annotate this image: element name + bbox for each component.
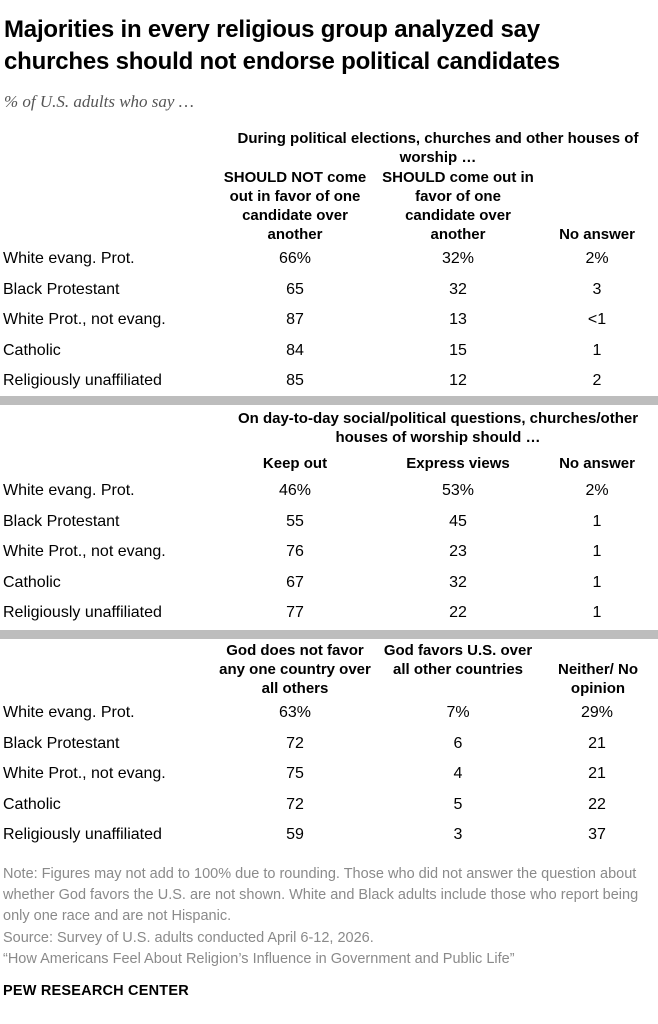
section-3-col-2-header: God favors U.S. over all other countries (383, 642, 533, 678)
row-label: White evang. Prot. (3, 482, 135, 499)
table-row: Religiously unaffiliated 59 3 37 (0, 820, 658, 850)
section-2-col-3-header: No answer (559, 455, 635, 472)
table-row: White Prot., not evang. 75 4 21 (0, 759, 658, 789)
row-label: Black Protestant (3, 280, 120, 298)
table-cell: 63% (278, 704, 312, 721)
table-cell: 72 (286, 795, 304, 813)
section-2-col-2-header: Express views (406, 455, 510, 472)
brand-logo-text: PEW RESEARCH CENTER (3, 983, 189, 999)
table-cell: <1 (587, 311, 607, 328)
table-row: Catholic 84 15 1 (0, 336, 658, 366)
table-cell: 23 (449, 543, 467, 560)
row-label: White Prot., not evang. (3, 311, 166, 328)
source-text: Source: Survey of U.S. adults conducted … (3, 930, 374, 946)
table-cell: 85 (286, 372, 304, 389)
section-2-col-1-header: Keep out (262, 455, 328, 472)
section-1-header: During political elections, churches and… (237, 130, 639, 166)
table-cell: 22 (449, 604, 467, 621)
chart-subtitle: % of U.S. adults who say … (4, 92, 194, 111)
report-title-text: “How Americans Feel About Religion’s Inf… (3, 951, 515, 967)
table-cell: 1 (592, 512, 602, 530)
table-cell: 7% (446, 704, 470, 721)
table-cell: 77 (286, 604, 304, 621)
table-cell: 12 (449, 372, 467, 389)
table-cell: 67 (286, 573, 304, 591)
row-label: Catholic (3, 795, 61, 813)
row-label: White Prot., not evang. (3, 765, 166, 782)
row-label: White evang. Prot. (3, 704, 135, 721)
table-cell: 2% (585, 482, 609, 499)
table-cell: 65 (286, 280, 304, 298)
table-cell: 15 (449, 341, 467, 359)
table-cell: 87 (286, 311, 304, 328)
table-cell: 3 (592, 280, 602, 298)
table-cell: 55 (286, 512, 304, 530)
section-1-col-2-header: SHOULD come out in favor of one candidat… (382, 169, 534, 243)
table-cell: 3 (453, 826, 463, 843)
table-cell: 32% (441, 250, 475, 267)
section-1-col-3-header: No answer (559, 226, 635, 243)
table-cell: 75 (286, 765, 304, 782)
table-row: Religiously unaffiliated 85 12 2 (0, 366, 658, 396)
table-row: Religiously unaffiliated 77 22 1 (0, 598, 658, 628)
row-label: Catholic (3, 341, 61, 359)
table-cell: 1 (592, 341, 602, 359)
table-cell: 22 (588, 795, 606, 813)
table-cell: 2% (585, 250, 609, 267)
row-label: Religiously unaffiliated (3, 604, 162, 621)
table-row: Catholic 72 5 22 (0, 790, 658, 820)
row-label: Black Protestant (3, 512, 120, 530)
table-cell: 32 (449, 280, 467, 298)
row-label: White evang. Prot. (3, 250, 135, 267)
row-label: Religiously unaffiliated (3, 826, 162, 843)
table-cell: 46% (278, 482, 312, 499)
table-cell: 72 (286, 734, 304, 752)
table-cell: 29% (580, 704, 614, 721)
section-2-header: On day-to-day social/political questions… (237, 410, 639, 446)
section-3-col-1-header: God does not favor any one country over … (219, 642, 371, 697)
table-cell: 76 (286, 543, 304, 560)
table-row: Black Protestant 65 32 3 (0, 275, 658, 305)
note-text: Note: Figures may not add to 100% due to… (3, 866, 639, 924)
table-cell: 4 (453, 765, 463, 782)
table-row: Black Protestant 55 45 1 (0, 507, 658, 537)
row-label: White Prot., not evang. (3, 543, 166, 560)
table-row: White Prot., not evang. 87 13 <1 (0, 305, 658, 335)
section-divider (0, 396, 658, 405)
table-cell: 53% (441, 482, 475, 499)
table-cell: 6 (453, 734, 463, 752)
chart-title: Majorities in every religious group anal… (4, 16, 560, 75)
table-cell: 84 (286, 341, 304, 359)
table-cell: 2 (592, 372, 602, 389)
table-row: White evang. Prot. 63% 7% 29% (0, 698, 658, 728)
section-1-col-1-header: SHOULD NOT come out in favor of one cand… (223, 169, 367, 243)
table-cell: 1 (592, 543, 602, 560)
section-3-col-3-header: Neither/ No opinion (557, 661, 638, 697)
table-cell: 45 (449, 512, 467, 530)
row-label: Catholic (3, 573, 61, 591)
table-cell: 13 (449, 311, 467, 328)
row-label: Religiously unaffiliated (3, 372, 162, 389)
table-cell: 21 (588, 765, 606, 782)
table-cell: 32 (449, 573, 467, 591)
table-cell: 37 (588, 826, 606, 843)
table-cell: 1 (592, 604, 602, 621)
section-divider (0, 630, 658, 639)
table-row: Black Protestant 72 6 21 (0, 729, 658, 759)
table-cell: 59 (286, 826, 304, 843)
table-cell: 1 (592, 573, 602, 591)
row-label: Black Protestant (3, 734, 120, 752)
table-cell: 21 (588, 734, 606, 752)
table-row: White Prot., not evang. 76 23 1 (0, 537, 658, 567)
table-row: White evang. Prot. 46% 53% 2% (0, 476, 658, 506)
table-row: White evang. Prot. 66% 32% 2% (0, 244, 658, 274)
table-row: Catholic 67 32 1 (0, 568, 658, 598)
table-cell: 5 (453, 795, 463, 813)
table-cell: 66% (278, 250, 312, 267)
